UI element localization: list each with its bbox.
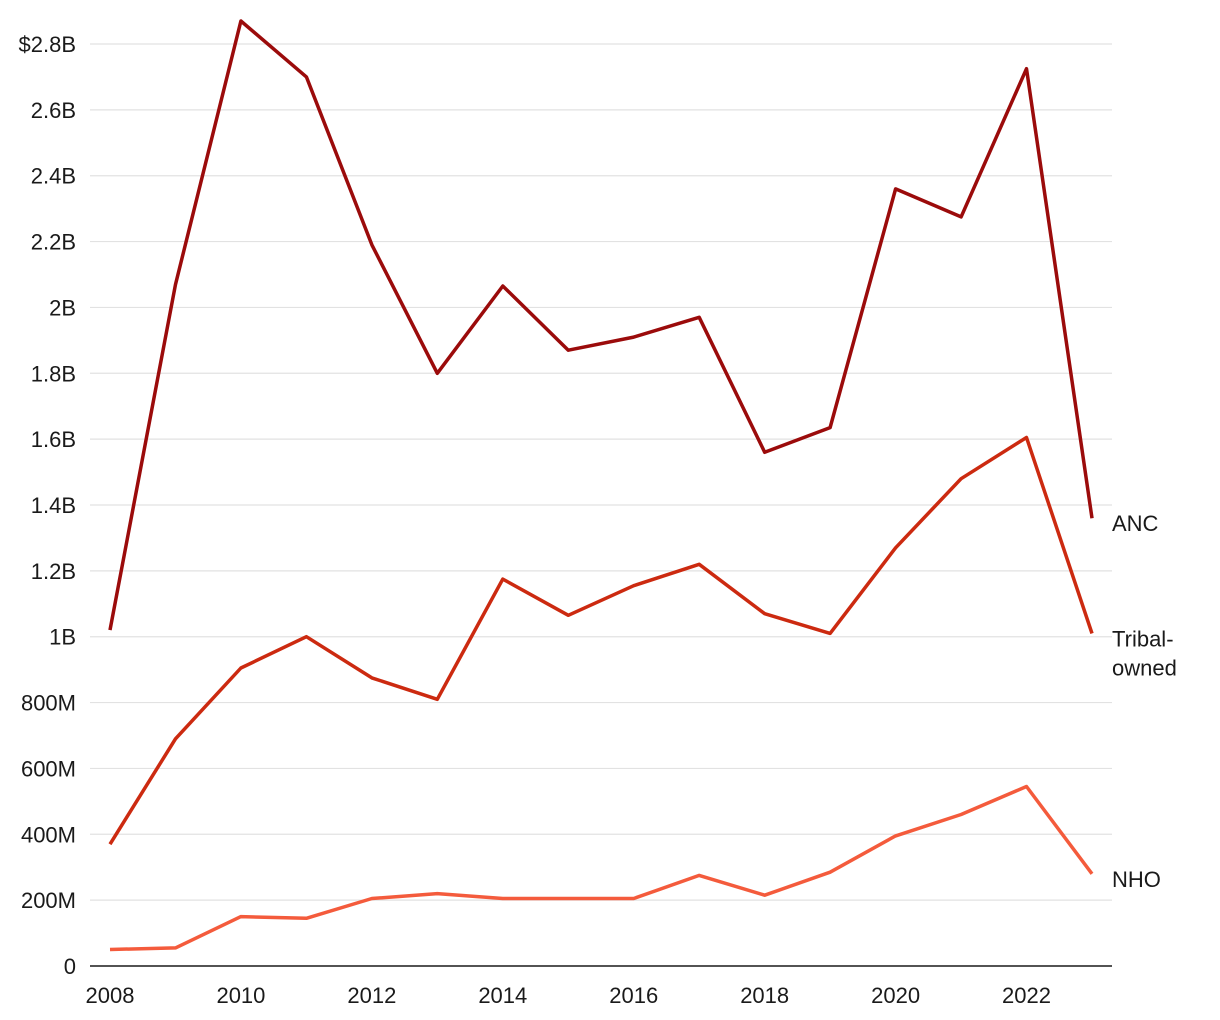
x-tick-label: 2020: [871, 983, 920, 1008]
series-label-nho: NHO: [1112, 867, 1161, 892]
y-tick-label: 2.4B: [31, 164, 76, 189]
series-label-line: ANC: [1112, 511, 1159, 536]
series-lines: [108, 19, 1094, 952]
x-tick-label: 2018: [740, 983, 789, 1008]
y-tick-label: 600M: [21, 756, 76, 781]
y-tick-label: 2B: [49, 295, 76, 320]
series-line-tribal-owned: [108, 435, 1094, 846]
series-label-line: owned: [1112, 655, 1177, 680]
series-line-anc: [108, 19, 1094, 631]
series-line-nho: [109, 784, 1094, 952]
x-tick-label: 2016: [609, 983, 658, 1008]
x-tick-label: 2022: [1002, 983, 1051, 1008]
y-tick-label: 200M: [21, 888, 76, 913]
series-label-line: NHO: [1112, 867, 1161, 892]
y-tick-label: 400M: [21, 822, 76, 847]
x-tick-label: 2012: [347, 983, 396, 1008]
x-tick-label: 2008: [86, 983, 135, 1008]
y-tick-label: 800M: [21, 691, 76, 716]
y-tick-label: 1.8B: [31, 361, 76, 386]
series-label-line: Tribal-: [1112, 626, 1174, 651]
y-tick-label: 1.4B: [31, 493, 76, 518]
series-labels: ANC Tribal-owned NHO: [1112, 511, 1177, 892]
axes: 0 200M 400M 600M 800M 1B 1.2B 1.4B 1.6B 1.8B 2B 2.2…: [19, 32, 1112, 1008]
gridlines: [90, 43, 1112, 901]
series-label-tribal-owned: Tribal-owned: [1112, 626, 1177, 680]
y-tick-label: 2.2B: [31, 230, 76, 255]
y-tick-label: 2.6B: [31, 98, 76, 123]
x-tick-label: 2010: [216, 983, 265, 1008]
y-tick-label: 1.6B: [31, 427, 76, 452]
y-tick-label: 0: [64, 954, 76, 979]
x-tick-label: 2014: [478, 983, 527, 1008]
y-tick-label: $2.8B: [19, 32, 77, 57]
y-tick-label: 1B: [49, 625, 76, 650]
series-label-anc: ANC: [1112, 511, 1159, 536]
y-tick-label: 1.2B: [31, 559, 76, 584]
